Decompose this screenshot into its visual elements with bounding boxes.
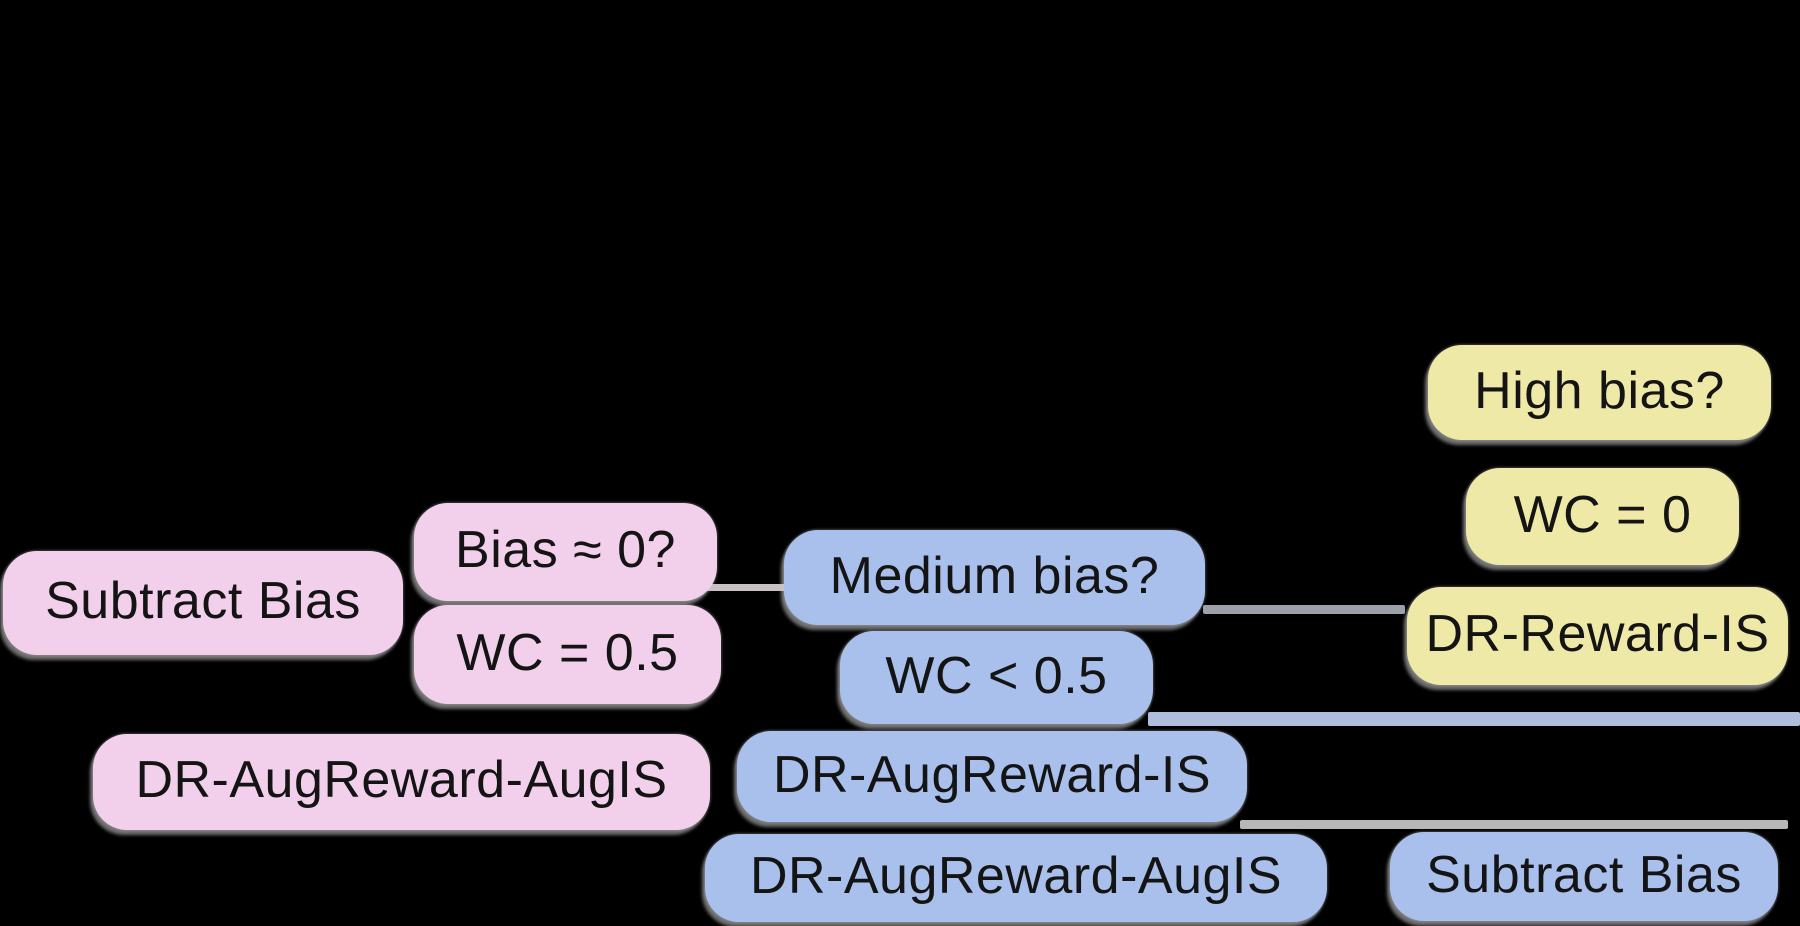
connector-pink-to-medium-bias [688, 584, 786, 591]
node-label: DR-AugReward-IS [772, 745, 1212, 804]
yellow-weight-wc-0: WC = 0 [1466, 468, 1739, 565]
node-label: Subtract Bias [45, 572, 361, 630]
connector-bottom-gray-line [1240, 820, 1788, 829]
node-label: Medium bias? [829, 546, 1160, 605]
node-label: DR-AugReward-AugIS [749, 847, 1283, 905]
node-label: DR-AugReward-AugIS [135, 751, 668, 809]
node-label: High bias? [1474, 361, 1725, 420]
pink-weight-wc-0-5: WC = 0.5 [414, 605, 721, 704]
node-label: WC < 0.5 [885, 646, 1108, 705]
pink-estimator-dr-augreward-augis: DR-AugReward-AugIS [93, 734, 710, 830]
node-label: Subtract Bias [1426, 845, 1742, 904]
yellow-estimator-dr-reward-is: DR-Reward-IS [1407, 587, 1788, 685]
blue-weight-wc-lt-0-5: WC < 0.5 [840, 631, 1153, 724]
node-label: DR-Reward-IS [1425, 605, 1770, 663]
connector-medium-bias-to-yellow [1203, 605, 1405, 614]
node-label: Bias ≈ 0? [455, 521, 676, 579]
node-label: WC = 0.5 [456, 623, 679, 682]
blue-question-medium-bias: Medium bias? [784, 530, 1205, 625]
blue-action-subtract-bias: Subtract Bias [1390, 832, 1778, 921]
blue-estimator-dr-augreward-is: DR-AugReward-IS [737, 731, 1247, 822]
pink-action-subtract-bias: Subtract Bias [3, 551, 403, 655]
blue-estimator-dr-augreward-augis: DR-AugReward-AugIS [705, 834, 1327, 922]
node-label: WC = 0 [1513, 485, 1692, 544]
pink-question-bias-approx-zero: Bias ≈ 0? [414, 503, 717, 601]
yellow-question-high-bias: High bias? [1428, 345, 1771, 440]
connector-blue-underline [1148, 712, 1800, 726]
